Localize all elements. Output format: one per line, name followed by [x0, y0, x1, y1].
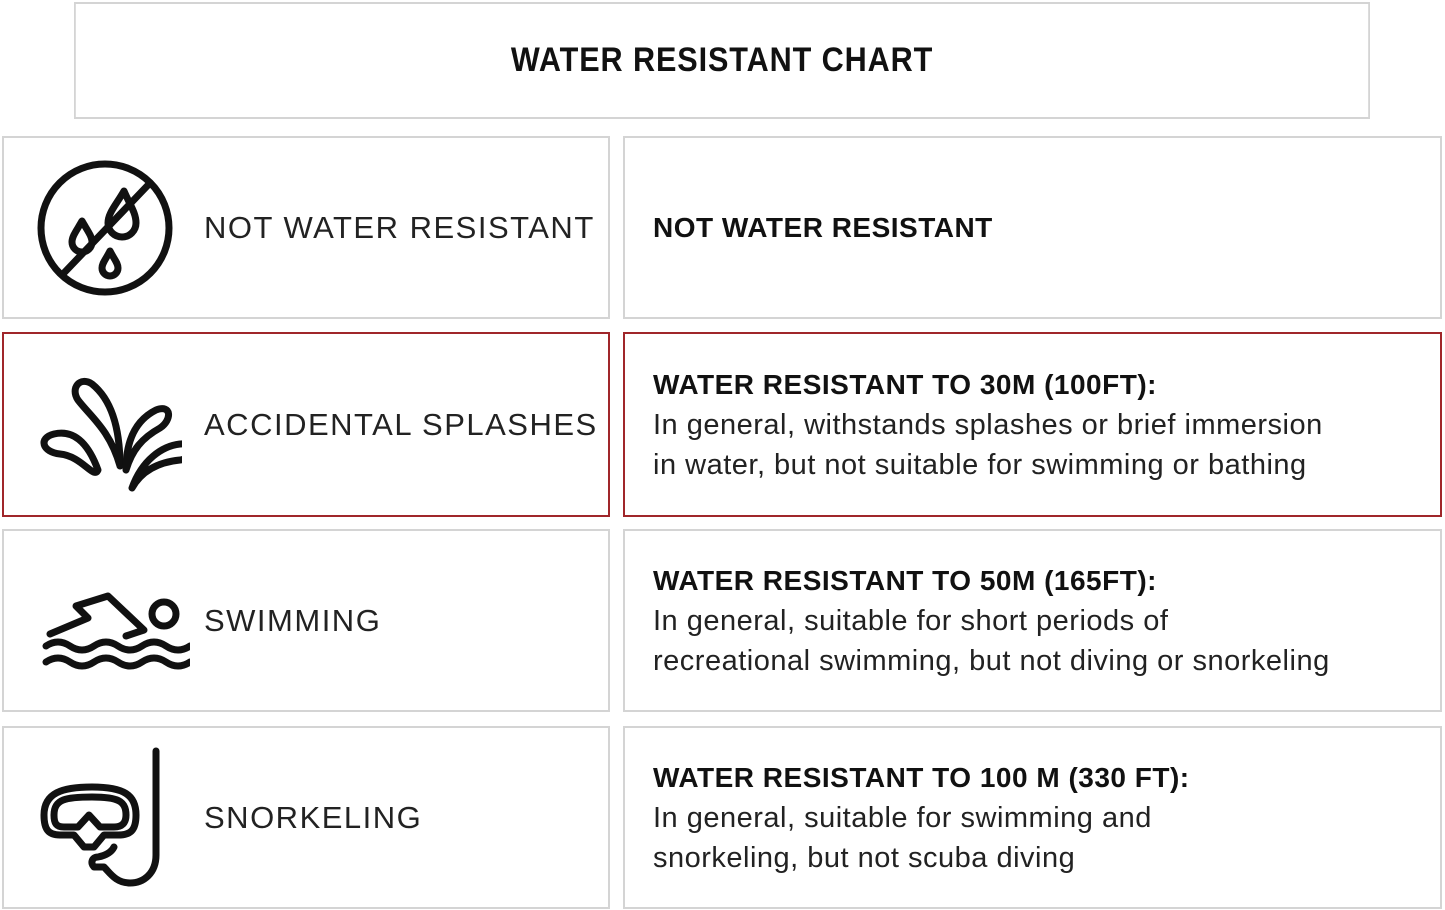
row-heading: NOT WATER RESISTANT: [653, 211, 993, 243]
row-desc-line: In general, withstands splashes or brief…: [653, 408, 1323, 441]
row-splashes-label-cell: ACCIDENTAL SPLASHES: [2, 332, 610, 517]
swimmer-icon: [42, 592, 190, 669]
snorkel-mask-icon: [40, 747, 160, 886]
row-heading: WATER RESISTANT TO 30M (100FT):: [653, 368, 1157, 400]
splash-icon: [40, 377, 182, 491]
row-splashes-desc-cell: WATER RESISTANT TO 30M (100FT): In gener…: [623, 332, 1442, 517]
row-not-water-resistant-desc-cell: NOT WATER RESISTANT: [623, 136, 1442, 319]
row-swimming-desc-cell: WATER RESISTANT TO 50M (165FT): In gener…: [623, 529, 1442, 712]
row-heading: WATER RESISTANT TO 100 M (330 FT):: [653, 761, 1190, 793]
row-desc-line: recreational swimming, but not diving or…: [653, 644, 1330, 677]
row-desc-line: in water, but not suitable for swimming …: [653, 448, 1307, 481]
row-label: SNORKELING: [204, 799, 423, 835]
row-desc-line: In general, suitable for short periods o…: [653, 604, 1169, 637]
chart-title: WATER RESISTANT CHART: [74, 2, 1370, 119]
row-heading: WATER RESISTANT TO 50M (165FT):: [653, 564, 1157, 596]
row-snorkeling-label-cell: SNORKELING: [2, 726, 610, 909]
row-swimming-label-cell: SWIMMING: [2, 529, 610, 712]
row-desc-line: snorkeling, but not scuba diving: [653, 841, 1076, 874]
row-desc-line: In general, suitable for swimming and: [653, 801, 1152, 834]
row-label: NOT WATER RESISTANT: [204, 209, 595, 245]
row-snorkeling-desc-cell: WATER RESISTANT TO 100 M (330 FT): In ge…: [623, 726, 1442, 909]
no-water-drops-icon: [37, 160, 173, 295]
title-text: WATER RESISTANT CHART: [510, 41, 934, 79]
row-label: ACCIDENTAL SPLASHES: [204, 406, 598, 442]
row-label: SWIMMING: [204, 602, 382, 638]
row-not-water-resistant-label-cell: NOT WATER RESISTANT: [2, 136, 610, 319]
